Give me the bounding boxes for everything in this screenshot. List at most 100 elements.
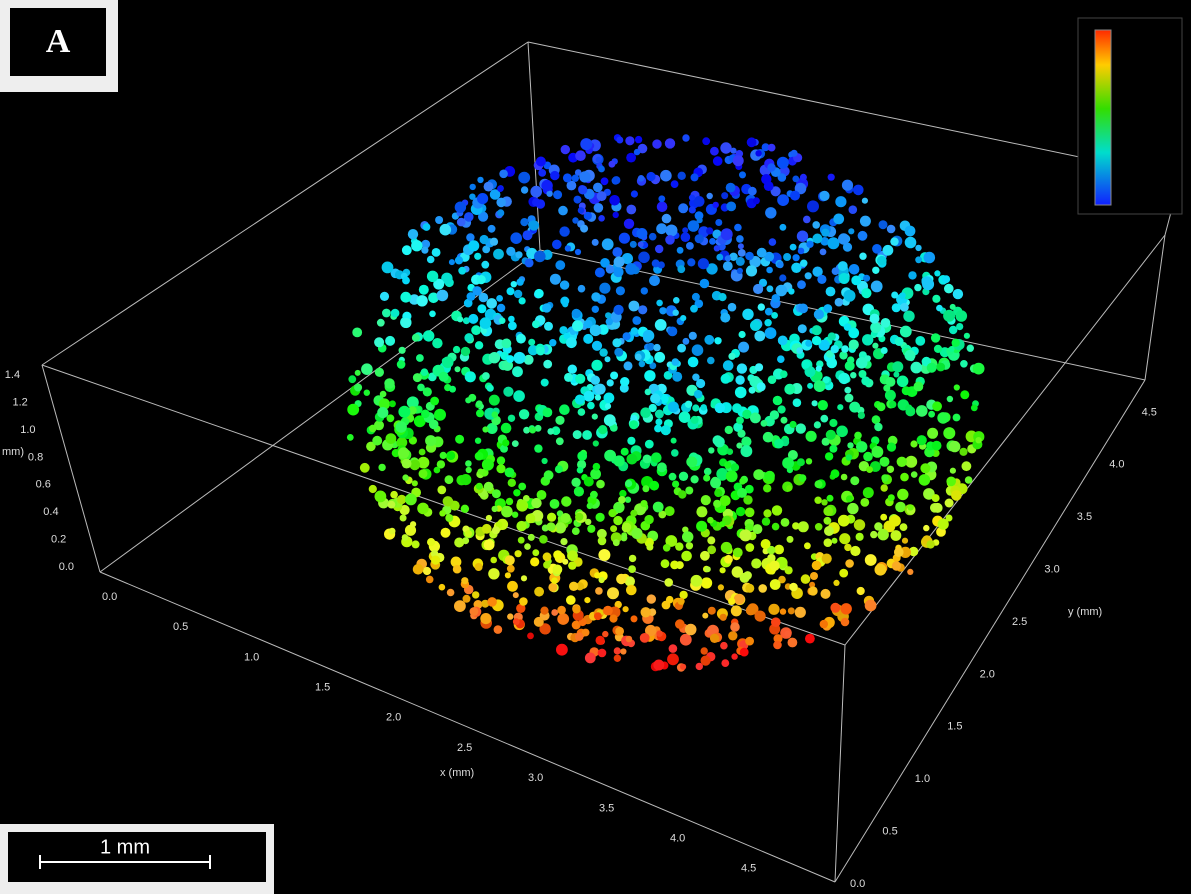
cell — [631, 615, 638, 622]
cell — [582, 430, 592, 440]
cell — [812, 336, 821, 345]
cell — [795, 607, 806, 618]
cell — [578, 207, 585, 214]
cell — [550, 274, 561, 285]
cell — [497, 209, 504, 216]
cell — [626, 153, 636, 163]
cell — [720, 567, 726, 573]
cell — [821, 499, 827, 505]
cell — [838, 515, 850, 527]
cell — [971, 405, 978, 412]
cell — [672, 358, 680, 366]
cell — [575, 374, 585, 384]
cell — [934, 345, 942, 353]
cell — [945, 499, 954, 508]
cell — [512, 512, 518, 518]
cell — [761, 420, 768, 427]
cell — [673, 310, 679, 316]
cell — [499, 170, 508, 179]
cell — [547, 428, 554, 435]
cell — [682, 134, 689, 141]
cell — [888, 494, 895, 501]
cell — [547, 522, 556, 531]
cell — [439, 510, 445, 516]
cell — [453, 346, 460, 353]
cell — [718, 293, 726, 301]
cell — [689, 332, 697, 340]
cell — [772, 505, 782, 515]
cell — [562, 559, 568, 565]
cell — [468, 314, 478, 324]
cell — [561, 496, 571, 506]
cell — [512, 366, 523, 377]
cell — [606, 265, 615, 274]
cell — [692, 293, 700, 301]
cell — [720, 642, 728, 650]
cell — [497, 304, 505, 312]
cell — [652, 259, 660, 267]
cell — [598, 166, 605, 173]
cell — [380, 292, 389, 301]
cell — [736, 257, 745, 266]
cell — [659, 307, 666, 314]
cell — [382, 309, 391, 318]
cell — [788, 607, 795, 614]
cell — [851, 276, 861, 286]
cell — [936, 363, 945, 372]
cell — [900, 523, 908, 531]
cell — [726, 470, 738, 482]
cell — [738, 243, 744, 249]
cell — [763, 509, 771, 517]
cell — [386, 433, 397, 444]
cell — [466, 467, 472, 473]
cell — [766, 267, 773, 274]
cell — [516, 500, 528, 512]
cell — [725, 426, 733, 434]
cell — [736, 417, 744, 425]
cell — [879, 220, 888, 229]
cell — [397, 495, 406, 504]
cell — [616, 574, 626, 584]
cell — [490, 557, 497, 564]
cell — [605, 403, 611, 409]
cell — [528, 534, 535, 541]
cell — [680, 634, 692, 646]
cell — [765, 471, 775, 481]
y-axis-label: y (mm) — [1068, 606, 1102, 618]
cell — [477, 177, 483, 183]
cell — [464, 333, 473, 342]
cell — [649, 275, 660, 286]
cell — [951, 490, 962, 501]
cell — [856, 357, 868, 369]
cell — [595, 587, 603, 595]
cell — [476, 409, 484, 417]
cell — [714, 489, 722, 497]
cell — [900, 303, 909, 312]
cell — [686, 456, 697, 467]
z-tick-label: 0.2 — [51, 534, 66, 546]
cell — [777, 194, 789, 206]
cell — [622, 523, 631, 532]
cell — [698, 258, 709, 269]
cell — [737, 430, 745, 438]
cell — [626, 636, 633, 643]
cell — [541, 180, 552, 191]
cell — [445, 475, 454, 484]
cell — [560, 538, 567, 545]
cell — [740, 573, 750, 583]
cell — [761, 539, 771, 549]
cell — [724, 461, 731, 468]
cell — [887, 443, 896, 452]
cell — [492, 506, 498, 512]
cell — [647, 594, 656, 603]
cell — [757, 382, 766, 391]
cell — [814, 497, 821, 504]
cell — [592, 341, 602, 351]
cell — [700, 404, 707, 411]
cell — [591, 292, 600, 301]
cell — [814, 309, 824, 319]
cell — [767, 163, 775, 171]
cell — [421, 410, 430, 419]
cell — [938, 519, 949, 530]
cell — [552, 240, 562, 250]
